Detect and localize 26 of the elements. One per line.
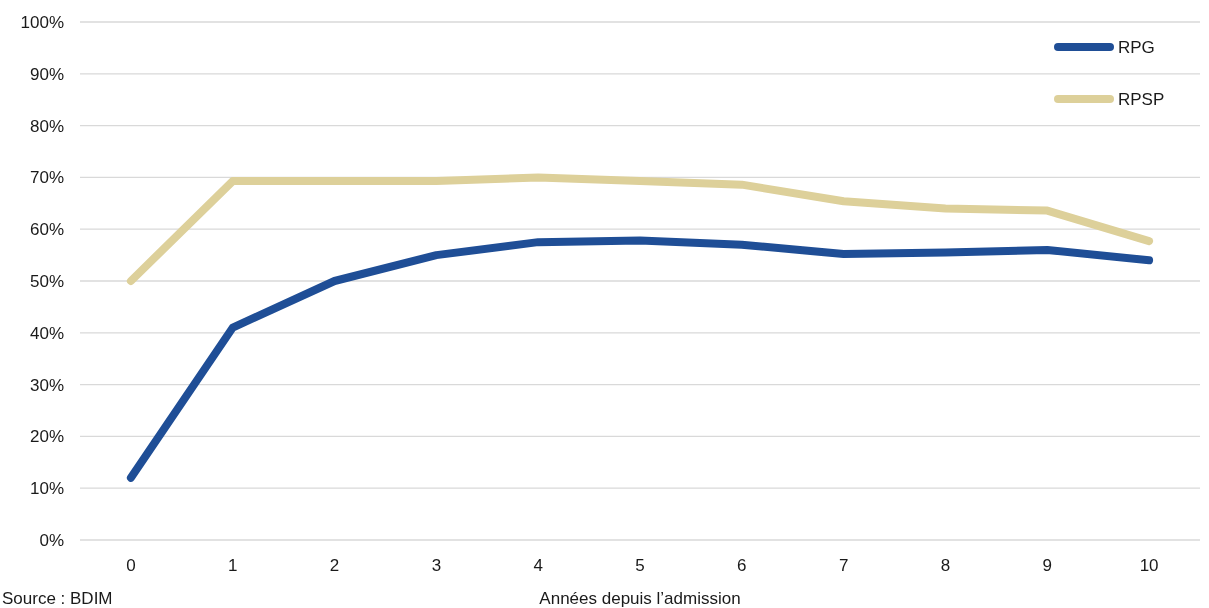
x-tick-label: 4 <box>533 556 543 575</box>
x-tick-label: 6 <box>737 556 747 575</box>
y-tick-label: 60% <box>29 220 64 240</box>
y-tick-label: 10% <box>29 479 64 499</box>
y-tick-label: 50% <box>29 271 64 291</box>
y-tick-label: 90% <box>29 64 64 84</box>
y-tick-label: 30% <box>29 375 64 395</box>
x-tick-label: 0 <box>126 556 136 575</box>
x-tick-label: 10 <box>1139 556 1159 575</box>
y-tick-label: 0% <box>39 530 64 550</box>
legend-label: RPSP <box>1118 89 1165 109</box>
x-axis-title: Années depuis l’admission <box>539 589 741 608</box>
y-tick-label: 20% <box>29 427 64 447</box>
source-note: Source : BDIM <box>2 589 113 608</box>
y-tick-label: 70% <box>29 168 64 188</box>
y-tick-label: 100% <box>20 12 64 32</box>
x-tick-label: 7 <box>838 556 849 575</box>
y-tick-label: 40% <box>29 323 64 343</box>
y-tick-label: 80% <box>29 116 64 136</box>
x-tick-label: 3 <box>431 556 442 575</box>
x-tick-label: 5 <box>635 556 645 575</box>
x-tick-label: 1 <box>227 556 238 575</box>
x-tick-label: 2 <box>329 556 340 575</box>
legend-label: RPG <box>1118 37 1155 57</box>
x-tick-label: 9 <box>1042 556 1053 575</box>
x-tick-label: 8 <box>940 556 951 575</box>
